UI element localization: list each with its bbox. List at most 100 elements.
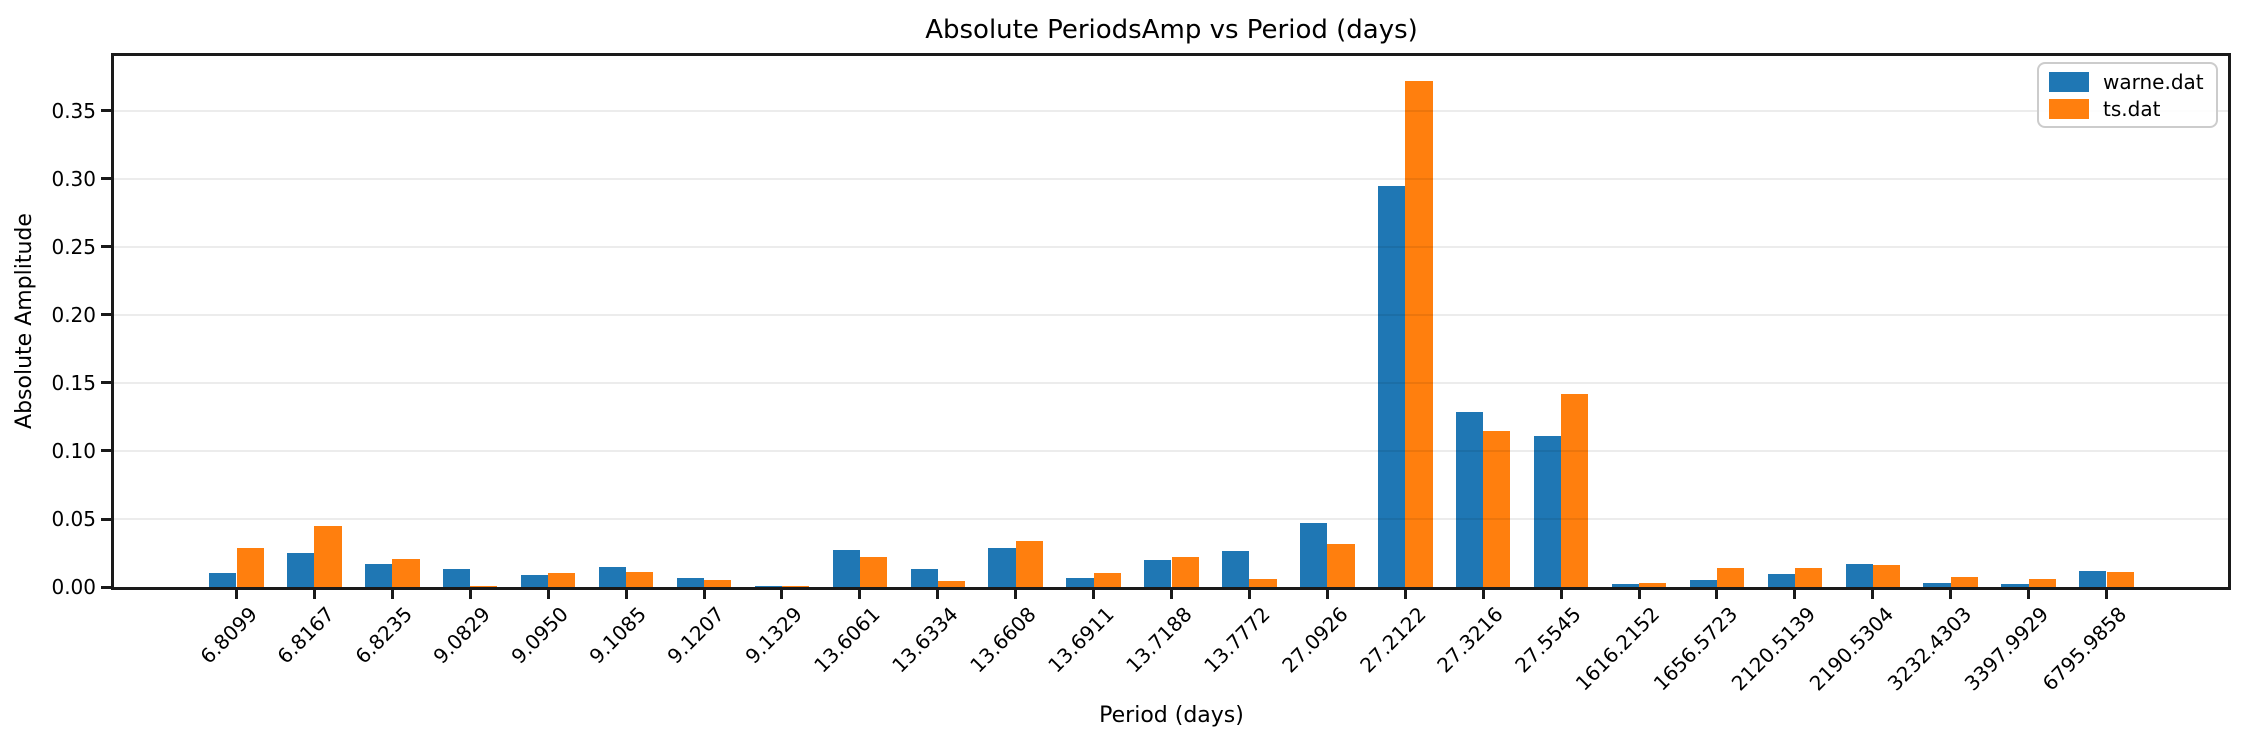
grid-line — [113, 518, 2230, 520]
x-tick-label: 2120.5139 — [1726, 602, 1820, 696]
x-tick-mark — [1559, 589, 1563, 599]
bar-warne-dat-9.0950 — [520, 575, 549, 587]
x-tick-mark — [2027, 589, 2031, 599]
bar-warne-dat-27.2122 — [1378, 185, 1406, 587]
bar-ts-dat-9.1207 — [704, 579, 732, 587]
x-tick-mark — [1014, 589, 1018, 599]
x-tick-mark — [1092, 589, 1096, 599]
y-tick-label: 0.35 — [51, 98, 96, 123]
bar-warne-dat-6.8099 — [209, 572, 237, 587]
bar-ts-dat-13.6911 — [1093, 573, 1121, 587]
chart-title: Absolute PeriodsAmp vs Period (days) — [925, 15, 1418, 45]
x-tick-label: 13.6334 — [887, 602, 963, 678]
x-tick-mark — [702, 589, 706, 599]
x-tick-label: 13.7188 — [1121, 602, 1197, 678]
bar-warne-dat-13.7188 — [1144, 559, 1172, 587]
x-tick-label: 9.1329 — [740, 602, 807, 669]
x-tick-mark — [546, 589, 550, 599]
grid-line — [113, 177, 2230, 180]
x-axis-label: Period (days) — [1099, 703, 1244, 728]
x-tick-mark — [1715, 589, 1719, 599]
x-tick-mark — [1170, 589, 1173, 599]
bar-ts-dat-2190.5304 — [1872, 565, 1901, 587]
legend-label-warne: warne.dat — [2103, 69, 2204, 94]
x-tick-label: 13.6608 — [965, 602, 1041, 678]
bar-warne-dat-2190.5304 — [1845, 564, 1873, 587]
x-tick-mark — [1403, 589, 1407, 599]
y-tick-mark — [101, 245, 111, 249]
y-tick-mark — [101, 313, 111, 317]
bar-ts-dat-13.7772 — [1249, 579, 1277, 587]
legend-item-warne: warne.dat — [2049, 69, 2206, 94]
x-tick-mark — [468, 589, 472, 599]
x-tick-label: 9.0829 — [428, 602, 496, 669]
bar-warne-dat-2120.5139 — [1767, 574, 1795, 587]
x-tick-label: 9.1207 — [662, 602, 729, 669]
y-tick-mark — [101, 109, 111, 113]
x-tick-mark — [780, 589, 784, 599]
right-spine — [2228, 53, 2231, 590]
bar-ts-dat-1656.5723 — [1716, 567, 1745, 587]
bar-warne-dat-6.8167 — [287, 553, 315, 587]
grid-line — [113, 449, 2230, 452]
x-tick-mark — [1793, 589, 1797, 599]
bar-ts-dat-2120.5139 — [1794, 568, 1823, 587]
bar-warne-dat-9.1207 — [676, 578, 704, 587]
bar-ts-dat-3232.4303 — [1950, 577, 1978, 587]
bar-ts-dat-13.7188 — [1171, 556, 1199, 587]
x-tick-label: 13.6061 — [809, 602, 885, 678]
bar-ts-dat-6.8167 — [314, 525, 342, 587]
bar-warne-dat-13.6608 — [988, 547, 1016, 587]
x-tick-label: 2190.5304 — [1804, 602, 1898, 696]
bottom-spine — [111, 587, 2231, 590]
x-tick-mark — [624, 589, 628, 599]
x-tick-mark — [1637, 589, 1641, 599]
bar-ts-dat-27.5545 — [1561, 393, 1589, 587]
x-tick-mark — [936, 589, 940, 599]
legend-swatch-ts — [2049, 98, 2089, 119]
top-spine — [111, 53, 2231, 56]
y-tick-mark — [101, 381, 111, 385]
y-tick-label: 0.10 — [51, 438, 96, 463]
x-tick-mark — [312, 589, 316, 599]
y-tick-label: 0.00 — [51, 575, 96, 599]
bar-ts-dat-9.1085 — [626, 572, 654, 587]
x-tick-label: 6.8167 — [272, 602, 340, 669]
x-tick-label: 27.0926 — [1276, 602, 1353, 678]
x-tick-mark — [1949, 589, 1953, 599]
x-tick-label: 27.5545 — [1510, 602, 1587, 678]
grid-line — [113, 313, 2230, 316]
x-tick-mark — [1325, 589, 1329, 599]
y-axis-label: Absolute Amplitude — [12, 213, 37, 429]
bar-warne-dat-27.5545 — [1533, 435, 1562, 587]
bar-ts-dat-6.8235 — [392, 558, 420, 587]
bar-warne-dat-13.6061 — [832, 549, 860, 587]
bar-warne-dat-9.1085 — [598, 566, 627, 587]
bar-warne-dat-9.0829 — [443, 569, 471, 587]
x-tick-mark — [1247, 589, 1251, 599]
x-tick-mark — [858, 589, 862, 599]
y-tick-label: 0.30 — [51, 166, 96, 191]
x-tick-label: 27.2122 — [1354, 602, 1431, 678]
bar-warne-dat-6.8235 — [365, 563, 393, 587]
bar-ts-dat-13.6608 — [1015, 540, 1043, 587]
x-tick-label: 1616.2152 — [1570, 602, 1664, 696]
bar-ts-dat-9.0950 — [548, 572, 576, 587]
bar-warne-dat-13.6911 — [1066, 578, 1094, 587]
legend-item-ts: ts.dat — [2049, 96, 2206, 121]
bar-warne-dat-6795.9858 — [2079, 571, 2107, 587]
bar-ts-dat-27.3216 — [1483, 430, 1511, 587]
x-tick-label: 9.1085 — [584, 602, 652, 669]
bar-warne-dat-13.7772 — [1222, 550, 1250, 587]
y-tick-mark — [101, 449, 111, 453]
grid-line — [113, 109, 2230, 112]
grid-line — [113, 381, 2230, 384]
x-tick-label: 3232.4303 — [1882, 602, 1976, 696]
x-tick-mark — [1871, 589, 1875, 599]
y-tick-mark — [101, 517, 111, 521]
x-tick-mark — [1481, 589, 1485, 599]
y-tick-mark — [101, 177, 111, 181]
